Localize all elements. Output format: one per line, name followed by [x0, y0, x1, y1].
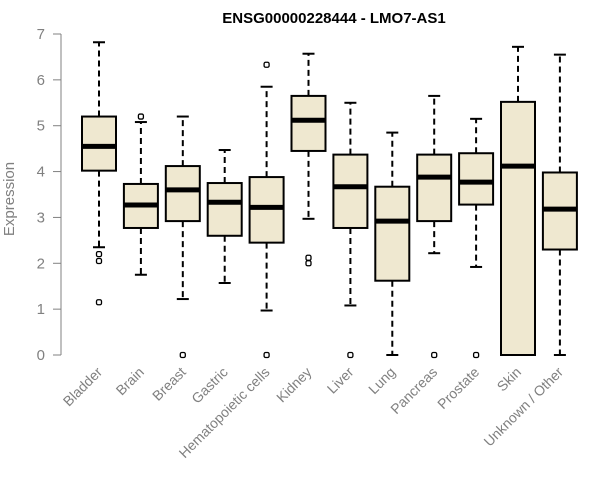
box-hematopoietic-cells — [248, 61, 285, 359]
y-tick-label-6: 6 — [37, 72, 45, 89]
iqr-box — [458, 152, 495, 206]
y-axis-label: Expression — [1, 162, 18, 236]
y-axis: 0 1 2 3 4 5 6 7 — [37, 26, 62, 364]
iqr-box — [290, 94, 327, 152]
y-tick-label-2: 2 — [37, 255, 45, 272]
x-tick-label-lung: Lung — [365, 364, 398, 397]
outlier-point — [347, 351, 354, 359]
x-tick-label-skin: Skin — [494, 364, 525, 395]
outlier-point — [305, 254, 312, 261]
outlier-point — [431, 351, 438, 359]
outlier-point — [305, 260, 312, 267]
iqr-box — [206, 182, 243, 237]
iqr-box — [248, 176, 285, 244]
x-tick-label-bladder: Bladder — [60, 364, 106, 410]
iqr-box — [332, 153, 369, 229]
x-tick-label-brain: Brain — [113, 364, 147, 398]
x-tick-label-unknown-other: Unknown / Other — [480, 364, 566, 450]
outlier-point — [263, 61, 270, 68]
box-skin — [500, 45, 536, 356]
y-tick-label-3: 3 — [37, 209, 45, 226]
box-unknown-other — [541, 53, 578, 356]
outlier-point — [179, 351, 186, 359]
box-pancreas — [416, 94, 453, 359]
outlier-point — [95, 257, 103, 265]
box-lung — [374, 131, 411, 356]
x-tick-label-breast: Breast — [149, 364, 189, 404]
iqr-box — [374, 185, 411, 282]
box-kidney — [290, 52, 327, 267]
x-tick-label-prostate: Prostate — [434, 364, 482, 412]
x-tick-label-pancreas: Pancreas — [387, 364, 440, 417]
outlier-point — [95, 299, 103, 306]
plot-area — [81, 41, 578, 359]
y-tick-label-0: 0 — [37, 347, 45, 364]
box-prostate — [458, 117, 495, 359]
box-brain — [122, 113, 159, 276]
iqr-box — [81, 115, 117, 172]
box-gastric — [206, 149, 243, 285]
y-tick-label-5: 5 — [37, 118, 45, 135]
box-breast — [164, 115, 201, 359]
outlier-point — [137, 113, 145, 120]
chart-title: ENSG00000228444 - LMO7-AS1 — [222, 10, 445, 27]
x-tick-label-kidney: Kidney — [273, 364, 315, 406]
y-tick-label-7: 7 — [37, 26, 45, 43]
outlier-point — [95, 250, 103, 258]
box-liver — [332, 101, 369, 359]
iqr-box — [500, 100, 536, 356]
x-tick-label-liver: Liver — [324, 364, 357, 397]
iqr-box — [164, 165, 201, 223]
y-tick-label-4: 4 — [37, 164, 45, 181]
outlier-point — [472, 351, 480, 359]
outlier-point — [263, 351, 270, 359]
y-tick-label-1: 1 — [37, 301, 45, 318]
box-bladder — [81, 41, 117, 306]
iqr-box — [416, 153, 453, 223]
